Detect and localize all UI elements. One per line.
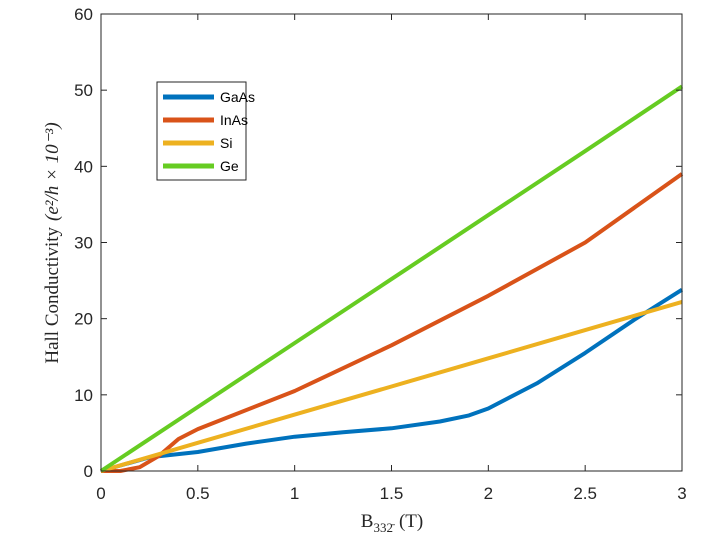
x-tick-label: 3 <box>677 484 686 503</box>
y-tick-label: 30 <box>74 234 93 253</box>
x-tick-label: 0 <box>96 484 105 503</box>
x-tick-label: 1.5 <box>380 484 404 503</box>
x-tick-label: 0.5 <box>186 484 210 503</box>
legend-label-si: Si <box>220 135 232 151</box>
legend-label-inas: InAs <box>220 112 248 128</box>
y-axis-label: Hall Conductivity(e²/h × 10⁻³) <box>42 122 63 363</box>
y-tick-label: 0 <box>84 462 93 481</box>
x-axis-label: B332̄ (T) <box>361 511 423 535</box>
legend: GaAs InAs Si Ge <box>156 81 255 181</box>
x-tick-label: 2.5 <box>573 484 597 503</box>
y-tick-label: 10 <box>74 386 93 405</box>
series-line-gaas <box>100 288 684 473</box>
y-tick-label: 20 <box>74 310 93 329</box>
y-tick-label: 60 <box>74 5 93 24</box>
series-line-si <box>100 299 683 473</box>
x-tick-label: 1 <box>290 484 299 503</box>
legend-label-gaas: GaAs <box>220 89 255 105</box>
x-tick-label: 2 <box>484 484 493 503</box>
series-line-ge <box>99 84 684 473</box>
y-tick-label: 40 <box>74 157 93 176</box>
series-line-inas <box>101 172 684 473</box>
y-tick-label: 50 <box>74 81 93 100</box>
legend-label-ge: Ge <box>220 158 239 174</box>
